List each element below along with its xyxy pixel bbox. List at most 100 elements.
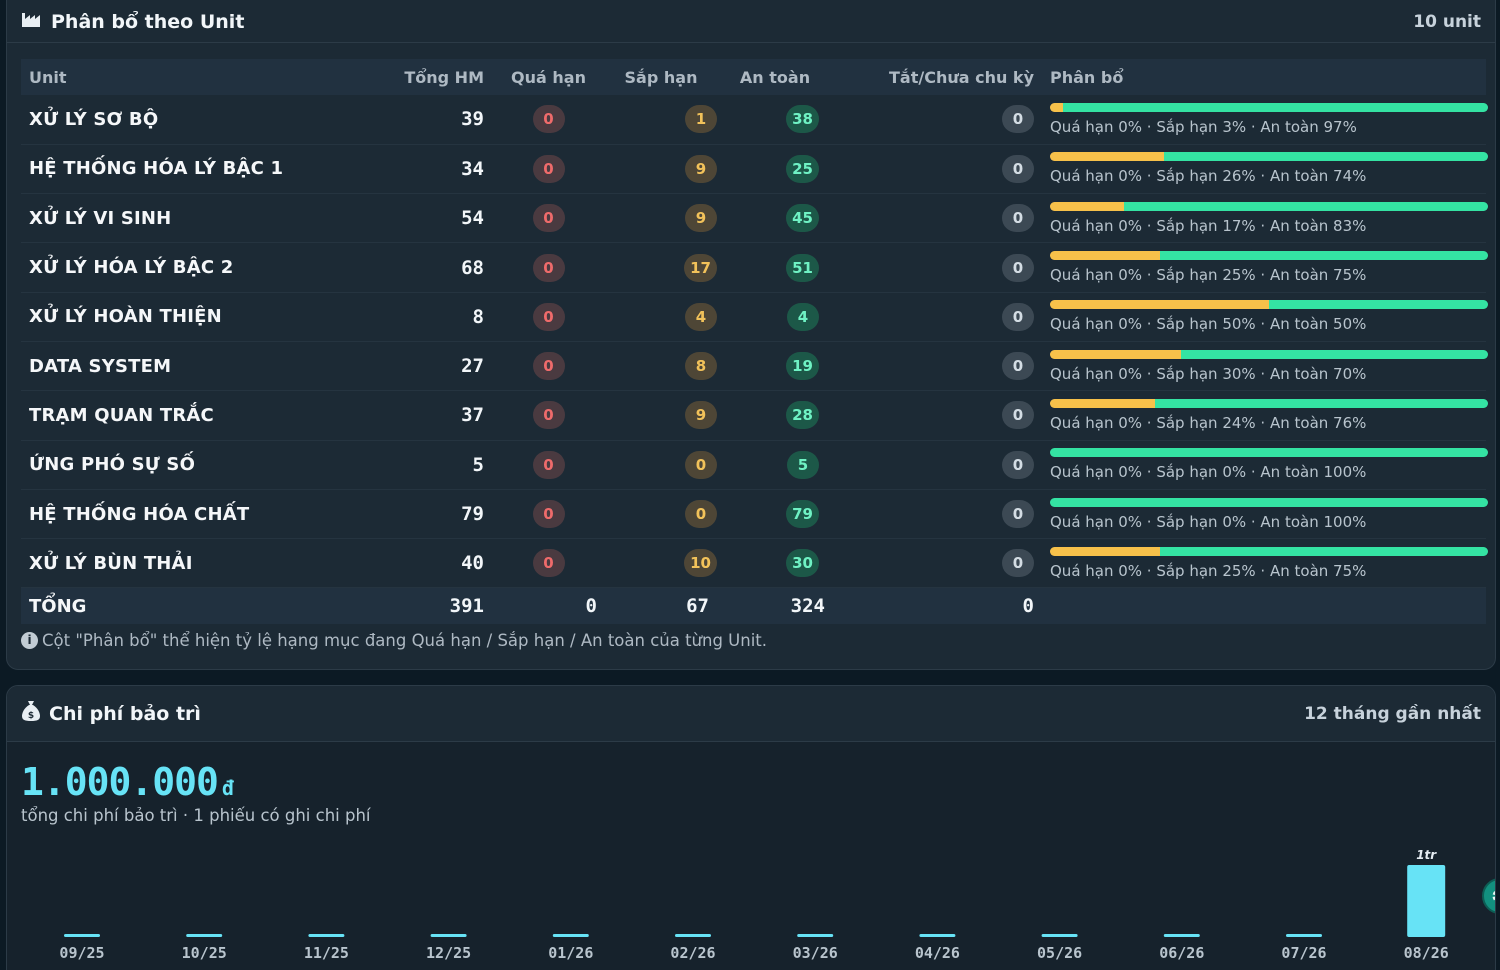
- off-cycle-badge: 0: [1002, 154, 1034, 183]
- table-row[interactable]: TRẠM QUAN TRẮC 37 0 9 28 0 Quá hạn 0% · Sắp hạ…: [21, 390, 1488, 441]
- cost-bar-02/26[interactable]: [675, 934, 711, 937]
- safe-segment: [1269, 300, 1488, 310]
- unit-total: 5: [391, 440, 492, 490]
- cost-bar-01/26[interactable]: [552, 934, 589, 937]
- cost-subtitle: tổng chi phí bảo trì · 1 phiếu có ghi ch…: [21, 806, 371, 825]
- cost-bar-06/26[interactable]: [1163, 934, 1200, 937]
- due-soon-segment: [1050, 251, 1160, 261]
- cost-bar-03/26[interactable]: [797, 934, 834, 937]
- due-soon-badge: 9: [685, 401, 717, 430]
- unit-name: HỆ THỐNG HÓA LÝ BẬC 1: [21, 144, 391, 195]
- col-header-unit[interactable]: Unit: [29, 67, 67, 87]
- safe-badge: 79: [786, 500, 819, 529]
- overdue-badge: 0: [532, 204, 565, 233]
- due-soon-segment: [1050, 152, 1164, 162]
- x-tick-label: 07/26: [1281, 944, 1326, 962]
- col-header-overdue[interactable]: Quá hạn: [511, 67, 586, 87]
- due-soon-badge: 9: [685, 154, 717, 183]
- due-soon-badge: 10: [684, 549, 717, 578]
- overdue-badge: 0: [532, 401, 565, 430]
- distribution-bar: [1050, 398, 1488, 408]
- cost-bar-08/26[interactable]: [1407, 865, 1446, 937]
- due-soon-segment: [1050, 398, 1156, 408]
- cost-card-header: $ Chi phí bảo trì 12 tháng gần nhất: [7, 686, 1495, 742]
- cost-bar-11/25[interactable]: [308, 934, 345, 937]
- cost-bar-10/25[interactable]: [186, 934, 223, 937]
- cost-bar-07/26[interactable]: [1286, 934, 1322, 937]
- unit-total: 8: [391, 292, 492, 342]
- unit-total: 39: [391, 95, 492, 145]
- distribution-text: Quá hạn 0% · Sắp hạn 17% · An toàn 83%: [1050, 216, 1367, 235]
- cost-bar-05/26[interactable]: [1041, 934, 1078, 937]
- off-cycle-badge: 0: [1002, 450, 1034, 479]
- distribution-bar: [1050, 546, 1488, 556]
- table-row[interactable]: XỬ LÝ BÙN THẢI 40 0 10 30 0 Quá hạn 0% · Sắp h…: [21, 538, 1488, 589]
- table-row[interactable]: DATA SYSTEM 27 0 8 19 0 Quá hạn 0% · Sắp hạn 3…: [21, 341, 1488, 392]
- due-soon-badge: 0: [685, 500, 717, 529]
- totals-label: TỔNG: [21, 587, 391, 624]
- total-cost-amount: 1.000.000 đ: [21, 760, 234, 804]
- overdue-badge: 0: [532, 450, 565, 479]
- distribution-cell: Quá hạn 0% · Sắp hạn 50% · An toàn 50%: [1042, 292, 1488, 342]
- table-row[interactable]: XỬ LÝ HOÀN THIỆN 8 0 4 4 0 Quá hạn 0% · Sắp hạ…: [21, 292, 1488, 342]
- col-header-off[interactable]: Tắt/Chưa chu kỳ: [889, 67, 1034, 87]
- cost-bar-09/25[interactable]: [64, 934, 100, 937]
- distribution-cell: Quá hạn 0% · Sắp hạn 26% · An toàn 74%: [1042, 144, 1488, 195]
- col-header-safe[interactable]: An toàn: [739, 67, 811, 87]
- distribution-cell: Quá hạn 0% · Sắp hạn 17% · An toàn 83%: [1042, 193, 1488, 244]
- unit-name: XỬ LÝ VI SINH: [21, 193, 391, 244]
- x-tick-label: 08/26: [1404, 944, 1449, 962]
- gear-icon: [1492, 890, 1495, 902]
- unit-card-header: Phân bổ theo Unit 10 unit: [7, 0, 1495, 43]
- x-tick-label: 03/26: [793, 944, 838, 962]
- distribution-bar: [1050, 448, 1488, 458]
- table-row[interactable]: XỬ LÝ VI SINH 54 0 9 45 0 Quá hạn 0% · Sắp hạn…: [21, 193, 1488, 244]
- cost-bar-chart: 09/25 10/25 11/25 12/25 01/26 02/26 03/26 04/26…: [59, 848, 1449, 962]
- total-cost-value: 1.000.000: [21, 760, 219, 804]
- distribution-cell: Quá hạn 0% · Sắp hạn 0% · An toàn 100%: [1042, 489, 1488, 540]
- col-header-total[interactable]: Tổng HM: [404, 67, 484, 87]
- safe-segment: [1163, 152, 1488, 162]
- cost-period[interactable]: 12 tháng gần nhất: [1304, 703, 1481, 724]
- factory-icon: [21, 10, 43, 33]
- note-text: Cột "Phân bổ" thể hiện tỷ lệ hạng mục đa…: [42, 631, 768, 650]
- totals-safe: 324: [717, 587, 833, 624]
- distribution-bar: [1050, 300, 1488, 310]
- unit-total: 54: [391, 193, 492, 244]
- table-row[interactable]: HỆ THỐNG HÓA LÝ BẬC 1 34 0 9 25 0 Quá hạn 0% ·…: [21, 144, 1488, 195]
- overdue-badge: 0: [532, 253, 565, 282]
- cost-bar-12/25[interactable]: [430, 934, 467, 937]
- distribution-bar: [1050, 497, 1488, 507]
- distribution-bar: [1050, 349, 1488, 359]
- unit-total: 27: [391, 341, 492, 392]
- distribution-text: Quá hạn 0% · Sắp hạn 0% · An toàn 100%: [1050, 463, 1367, 482]
- off-cycle-badge: 0: [1002, 253, 1034, 282]
- x-tick-label: 04/26: [915, 944, 960, 962]
- table-header-row: Unit Tổng HM Quá hạn Sắp hạn An toàn Tắt…: [21, 59, 1486, 95]
- safe-segment: [1050, 448, 1488, 458]
- unit-name: XỬ LÝ HOÀN THIỆN: [21, 292, 391, 342]
- due-soon-badge: 9: [685, 204, 717, 233]
- overdue-badge: 0: [532, 549, 565, 578]
- safe-segment: [1050, 497, 1488, 507]
- x-tick-label: 06/26: [1159, 944, 1204, 962]
- table-row[interactable]: ỨNG PHÓ SỰ SỐ 5 0 0 5 0 Quá hạn 0% · Sắp hạn 0…: [21, 440, 1488, 490]
- col-header-due-soon[interactable]: Sắp hạn: [624, 67, 698, 87]
- table-row[interactable]: HỆ THỐNG HÓA CHẤT 79 0 0 79 0 Quá hạn 0% · Sắp…: [21, 489, 1488, 540]
- due-soon-badge: 8: [685, 352, 717, 381]
- distribution-cell: Quá hạn 0% · Sắp hạn 25% · An toàn 75%: [1042, 538, 1488, 589]
- off-cycle-badge: 0: [1002, 105, 1034, 134]
- distribution-text: Quá hạn 0% · Sắp hạn 50% · An toàn 50%: [1050, 315, 1367, 334]
- safe-segment: [1181, 349, 1488, 359]
- unit-total: 40: [391, 538, 492, 589]
- distribution-text: Quá hạn 0% · Sắp hạn 0% · An toàn 100%: [1050, 512, 1367, 531]
- table-row[interactable]: XỬ LÝ HÓA LÝ BẬC 2 68 0 17 51 0 Quá hạn 0% · S…: [21, 242, 1488, 293]
- table-row[interactable]: XỬ LÝ SƠ BỘ 39 0 1 38 0 Quá hạn 0% · Sắp hạn 3…: [21, 95, 1488, 145]
- overdue-badge: 0: [532, 105, 565, 134]
- unit-count: 10 unit: [1413, 11, 1481, 32]
- safe-badge: 38: [786, 105, 819, 134]
- distribution-text: Quá hạn 0% · Sắp hạn 25% · An toàn 75%: [1050, 561, 1367, 580]
- unit-total: 34: [391, 144, 492, 195]
- safe-segment: [1159, 251, 1488, 261]
- cost-bar-04/26[interactable]: [919, 934, 956, 937]
